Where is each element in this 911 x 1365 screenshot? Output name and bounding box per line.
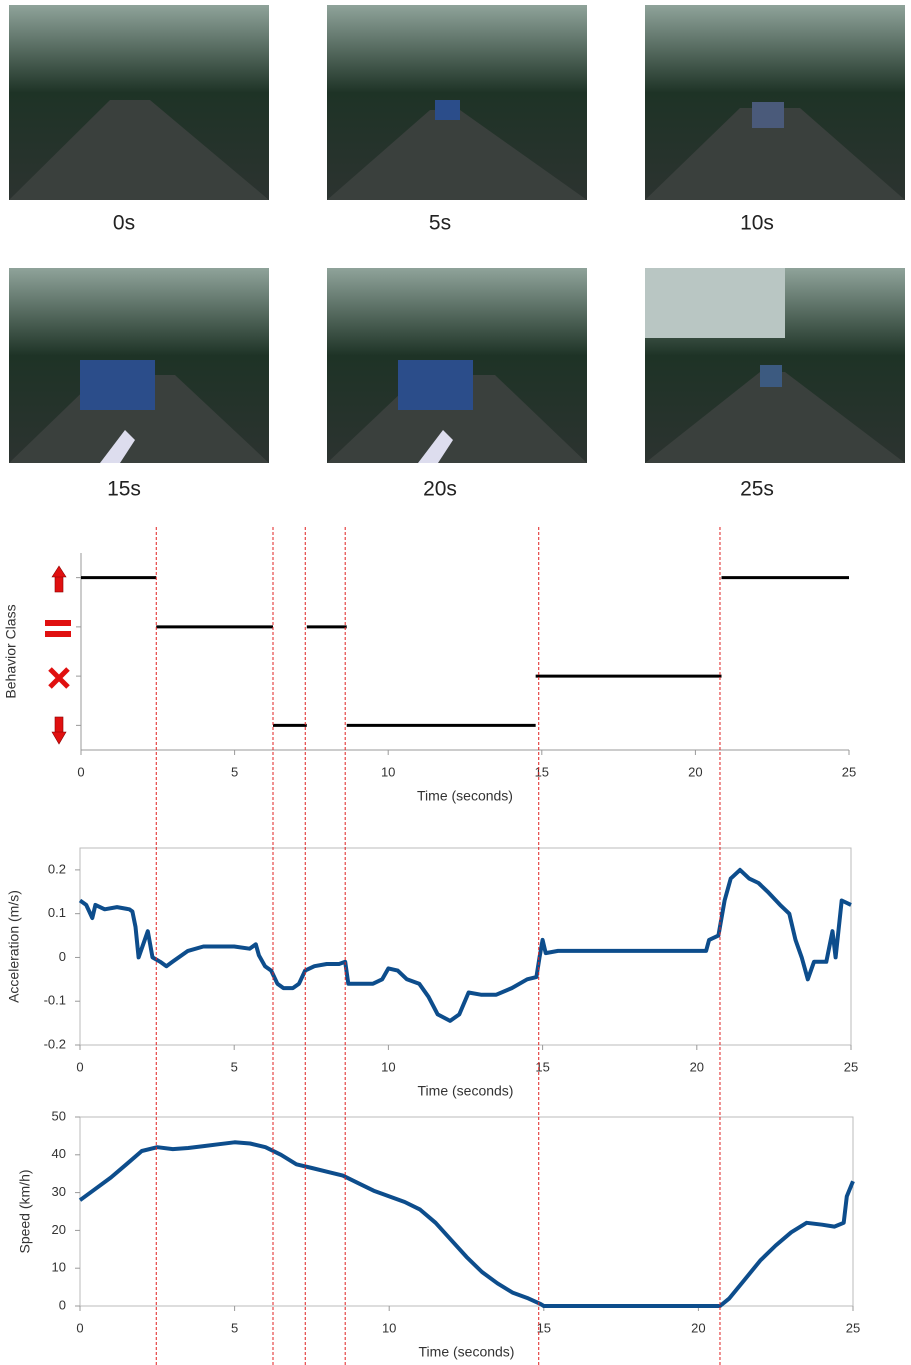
- data-line: [80, 1142, 853, 1306]
- y-axis-title: Speed (km/h): [17, 1169, 33, 1253]
- x-axis-title: Time (seconds): [417, 788, 513, 804]
- x-tick-label: 5: [231, 1320, 238, 1335]
- y-tick-label: 0: [59, 949, 66, 964]
- photo: [327, 5, 587, 200]
- frame-caption: 5s: [429, 212, 451, 235]
- x-tick-label: 25: [842, 764, 856, 779]
- charts: 0 5 10 15 20 25 Time (seconds) Behavior Class 0 5…: [3, 553, 861, 1360]
- x-tick-label: 0: [77, 764, 84, 779]
- photo: [327, 268, 587, 463]
- figure: 0s 5s 10s 15s 20s 25s 0 5 10 15 20 25 Time (seconds…: [0, 0, 911, 1365]
- photo: [645, 268, 905, 463]
- y-tick-label: 30: [52, 1184, 66, 1199]
- y-tick-label: 40: [52, 1146, 66, 1161]
- plot-frame: [80, 848, 851, 1045]
- x-tick-label: 25: [846, 1320, 860, 1335]
- x-tick-label: 0: [76, 1059, 83, 1074]
- y-tick-label: -0.1: [44, 993, 66, 1008]
- x-tick-label: 10: [381, 1059, 395, 1074]
- y-axis-title: Behavior Class: [3, 604, 19, 698]
- x-tick-label: 0: [76, 1320, 83, 1335]
- frame-caption: 0s: [113, 212, 135, 235]
- y-tick-label: 0.2: [48, 861, 66, 876]
- x-tick-label: 5: [231, 764, 238, 779]
- x-tick-label: 10: [381, 764, 395, 779]
- x-axis-title: Time (seconds): [418, 1083, 514, 1099]
- x-tick-label: 20: [690, 1059, 704, 1074]
- frame-caption: 25s: [740, 478, 774, 501]
- icon-stop: [50, 669, 68, 687]
- y-tick-label: 10: [52, 1260, 66, 1275]
- y-tick-label: 0: [59, 1297, 66, 1312]
- x-tick-label: 15: [535, 764, 549, 779]
- y-tick-label: 0.1: [48, 905, 66, 920]
- data-line: [80, 870, 851, 1021]
- frame-caption: 20s: [423, 478, 457, 501]
- x-tick-label: 5: [231, 1059, 238, 1074]
- x-tick-label: 15: [535, 1059, 549, 1074]
- y-tick-label: 20: [52, 1222, 66, 1237]
- icon-decelerate: [52, 717, 66, 744]
- frame-caption: 15s: [107, 478, 141, 501]
- x-tick-label: 25: [844, 1059, 858, 1074]
- x-tick-label: 20: [691, 1320, 705, 1335]
- photo: [9, 268, 269, 463]
- x-axis-title: Time (seconds): [419, 1344, 515, 1360]
- photo: [9, 5, 269, 200]
- x-tick-label: 20: [688, 764, 702, 779]
- y-axis-title: Acceleration (m/s): [6, 890, 22, 1003]
- frame-caption: 10s: [740, 212, 774, 235]
- y-tick-label: 50: [52, 1108, 66, 1123]
- icon-accelerate: [52, 566, 66, 592]
- x-tick-label: 10: [382, 1320, 396, 1335]
- icon-constant: [45, 620, 71, 637]
- y-tick-label: -0.2: [44, 1036, 66, 1051]
- photo: [645, 5, 905, 200]
- behavior-icons: [45, 566, 71, 744]
